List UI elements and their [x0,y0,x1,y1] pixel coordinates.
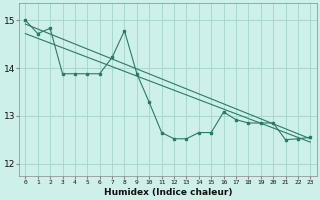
X-axis label: Humidex (Indice chaleur): Humidex (Indice chaleur) [104,188,232,197]
